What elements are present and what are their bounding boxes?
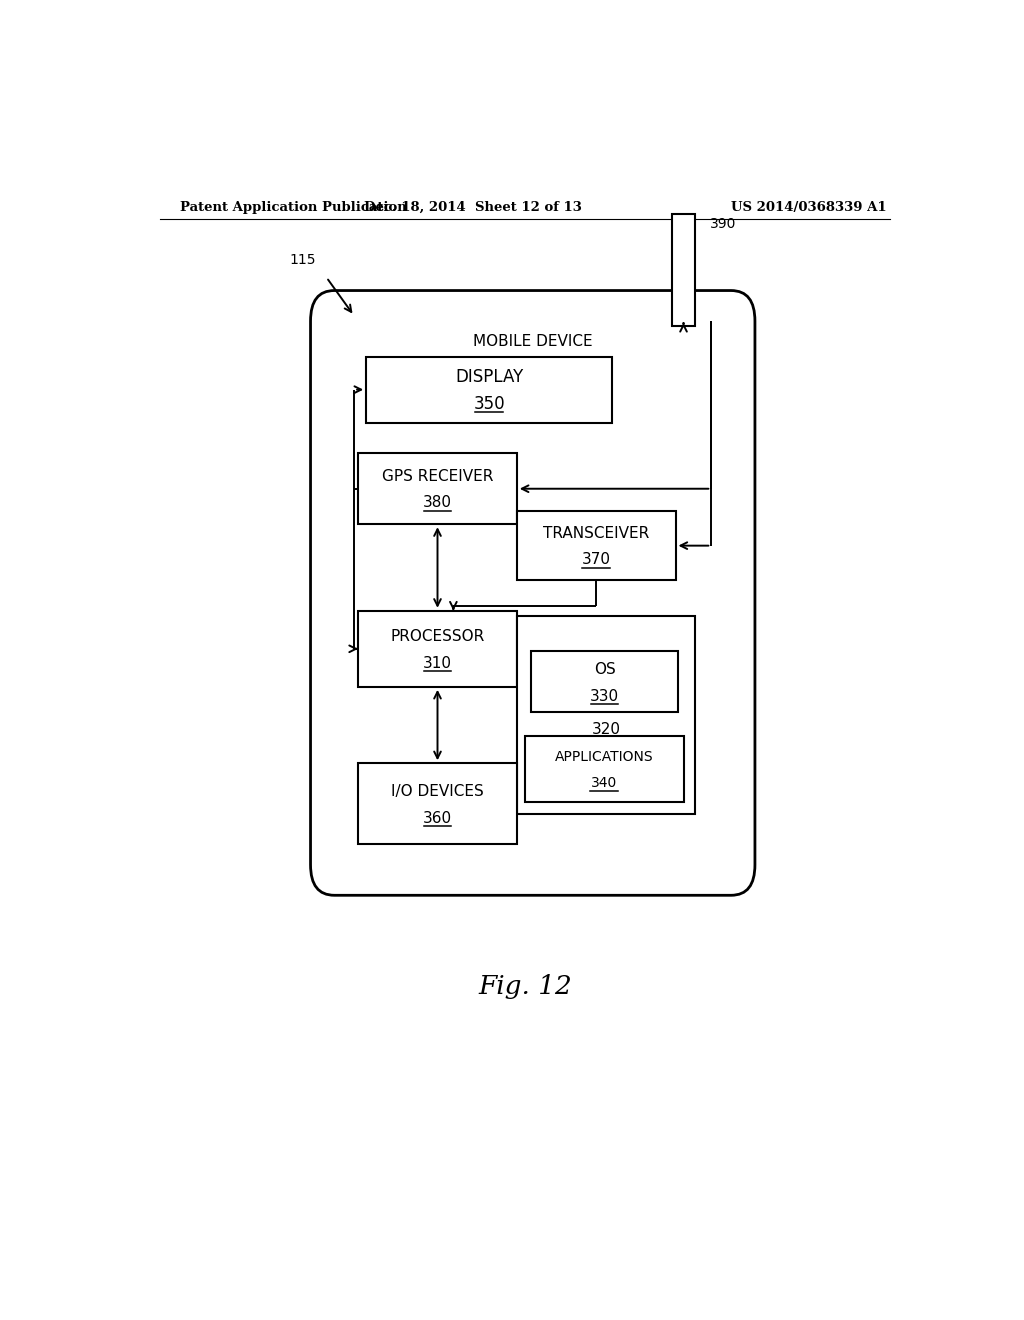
Text: 330: 330: [590, 689, 620, 704]
FancyBboxPatch shape: [358, 763, 517, 845]
Text: Fig. 12: Fig. 12: [478, 974, 571, 999]
Text: TRANSCEIVER: TRANSCEIVER: [543, 525, 649, 541]
FancyBboxPatch shape: [517, 615, 695, 814]
Text: 340: 340: [591, 776, 617, 789]
Text: 350: 350: [473, 395, 505, 413]
Text: 370: 370: [582, 552, 610, 568]
FancyBboxPatch shape: [524, 735, 684, 801]
Text: 310: 310: [423, 656, 452, 671]
Bar: [672, 214, 695, 326]
FancyBboxPatch shape: [358, 611, 517, 686]
Text: GPS RECEIVER: GPS RECEIVER: [382, 469, 494, 484]
Text: Patent Application Publication: Patent Application Publication: [179, 201, 407, 214]
Text: OS: OS: [594, 663, 615, 677]
Text: Dec. 18, 2014  Sheet 12 of 13: Dec. 18, 2014 Sheet 12 of 13: [365, 201, 583, 214]
Text: 390: 390: [710, 218, 736, 231]
Text: PROCESSOR: PROCESSOR: [390, 630, 484, 644]
Text: APPLICATIONS: APPLICATIONS: [555, 750, 653, 763]
Text: 380: 380: [423, 495, 452, 511]
FancyBboxPatch shape: [310, 290, 755, 895]
FancyBboxPatch shape: [367, 356, 612, 422]
Text: 360: 360: [423, 810, 452, 825]
Text: US 2014/0368339 A1: US 2014/0368339 A1: [731, 201, 887, 214]
Text: 115: 115: [290, 253, 315, 267]
Text: MOBILE DEVICE: MOBILE DEVICE: [473, 334, 593, 348]
Text: 320: 320: [592, 722, 621, 737]
Text: MEMORY: MEMORY: [572, 696, 640, 710]
Text: DISPLAY: DISPLAY: [455, 368, 523, 387]
FancyBboxPatch shape: [517, 511, 676, 581]
FancyBboxPatch shape: [531, 651, 678, 713]
FancyBboxPatch shape: [358, 453, 517, 524]
Text: I/O DEVICES: I/O DEVICES: [391, 784, 484, 799]
